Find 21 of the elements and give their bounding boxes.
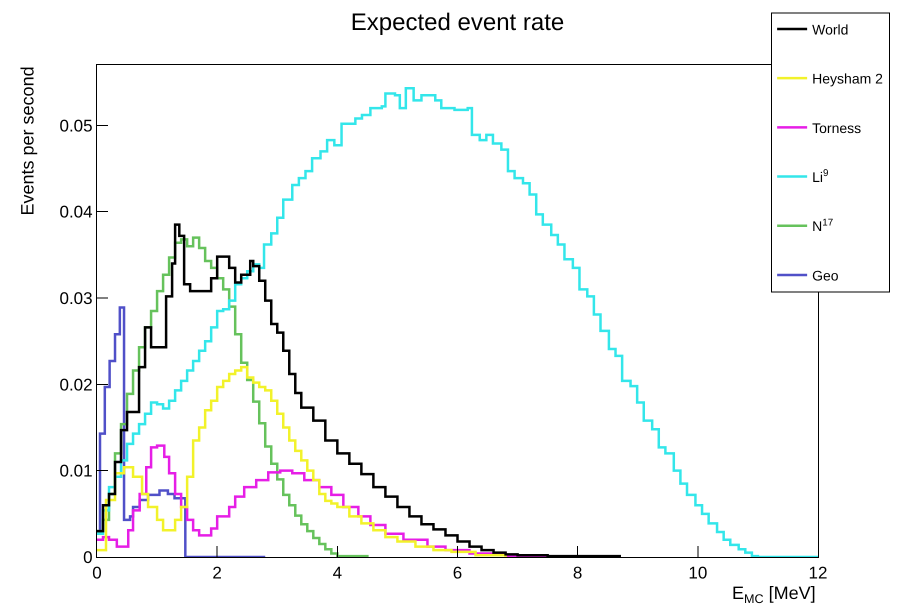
legend-label: Li$^{9}$	[812, 168, 828, 186]
legend-label: Heysham 2	[812, 70, 884, 87]
y-tick-label: 0.05	[60, 116, 93, 136]
legend-label: World	[812, 21, 848, 38]
legend-label: Torness	[812, 120, 862, 136]
x-tick-label: 8	[572, 563, 582, 582]
x-tick-label: 2	[212, 563, 222, 582]
x-tick-label: 10	[688, 563, 708, 582]
x-tick-label: 12	[808, 563, 828, 582]
y-tick-label: 0.02	[60, 375, 93, 394]
chart-title: Expected event rate	[350, 8, 564, 36]
y-tick-label: 0	[83, 548, 93, 567]
x-axis-title: E$_{MC}$ [MeV]	[732, 583, 816, 606]
x-tick-label: 4	[332, 563, 342, 582]
legend-label: Geo	[812, 267, 839, 284]
y-tick-label: 0.01	[60, 462, 93, 481]
y-tick-label: 0.04	[60, 202, 93, 222]
y-axis-title: Events per second	[18, 66, 38, 216]
legend-label: N$^{17}$	[812, 217, 834, 234]
x-tick-label: 6	[452, 563, 462, 582]
y-tick-label: 0.03	[60, 289, 93, 308]
